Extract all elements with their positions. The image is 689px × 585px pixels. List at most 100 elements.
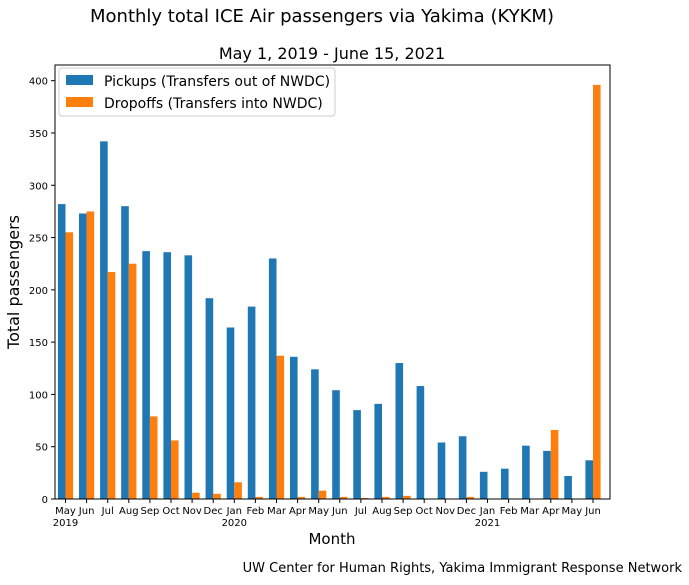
bar-dropoffs bbox=[403, 495, 411, 499]
bar-pickups bbox=[353, 410, 361, 499]
x-year-label: 2021 bbox=[475, 518, 500, 529]
bar-pickups bbox=[564, 475, 572, 499]
legend-label-dropoffs: Dropoffs (Transfers into NWDC) bbox=[104, 96, 323, 112]
x-tick-label: Jul bbox=[101, 506, 114, 517]
legend-swatch-pickups bbox=[66, 75, 93, 85]
bar-pickups bbox=[543, 450, 551, 499]
bar-pickups bbox=[205, 298, 214, 499]
bar-pickups bbox=[311, 369, 319, 499]
x-axis-ticks: May Jun Jul Aug Sep Oct Nov Dec Jan Feb Mar Apr May J… bbox=[53, 499, 601, 529]
bar-pickups bbox=[142, 251, 150, 499]
bar-dropoffs bbox=[213, 493, 221, 499]
y-tick-label: 400 bbox=[29, 77, 48, 88]
chart-suptitle: Monthly total ICE Air passengers via Yak… bbox=[90, 6, 554, 27]
y-tick-label: 100 bbox=[29, 390, 48, 401]
x-tick-label: Feb bbox=[500, 506, 518, 517]
bar-pickups bbox=[522, 445, 530, 499]
x-tick-label: Apr bbox=[289, 506, 307, 517]
bar-pickups bbox=[247, 306, 256, 499]
bar-dropoffs bbox=[593, 84, 601, 500]
bar-dropoffs bbox=[276, 355, 285, 499]
x-tick-label: Sep bbox=[140, 506, 159, 517]
legend-box bbox=[58, 67, 336, 117]
y-tick-label: 150 bbox=[29, 338, 48, 349]
bar-dropoffs bbox=[65, 232, 74, 499]
y-tick-label: 200 bbox=[29, 286, 48, 297]
bar-pickups bbox=[57, 204, 66, 499]
bar-pickups bbox=[416, 386, 425, 499]
bar-pickups bbox=[395, 363, 404, 499]
bar-dropoffs bbox=[234, 482, 242, 499]
x-tick-label: Apr bbox=[542, 506, 560, 517]
bar-pickups bbox=[121, 206, 129, 499]
bar-dropoffs bbox=[550, 429, 559, 499]
bar-dropoffs bbox=[171, 440, 179, 499]
bar-pickups bbox=[100, 141, 108, 499]
bar-pickups bbox=[79, 213, 87, 499]
legend: Pickups (Transfers out of NWDC) Dropoffs… bbox=[58, 67, 336, 117]
y-tick-label: 350 bbox=[29, 129, 48, 140]
y-tick-label: 50 bbox=[35, 443, 48, 454]
x-year-label: 2020 bbox=[222, 518, 247, 529]
bar-dropoffs bbox=[107, 272, 116, 499]
bar-pickups bbox=[268, 258, 277, 499]
x-axis-label: Month bbox=[308, 530, 355, 548]
x-tick-label: Jan bbox=[479, 506, 495, 517]
bar-pickups bbox=[290, 356, 298, 499]
source-footer: UW Center for Human Rights, Yakima Immig… bbox=[243, 561, 683, 576]
bar-pickups bbox=[501, 468, 509, 499]
x-tick-label: Jun bbox=[78, 506, 95, 517]
bar-dropoffs bbox=[466, 496, 474, 499]
legend-swatch-dropoffs bbox=[66, 97, 93, 107]
bar-dropoffs bbox=[318, 490, 327, 499]
plot-frame bbox=[54, 64, 611, 500]
bar-dropoffs bbox=[192, 492, 200, 499]
x-tick-label: Feb bbox=[247, 506, 265, 517]
x-tick-label: Nov bbox=[182, 506, 202, 517]
x-tick-label: Mar bbox=[267, 506, 287, 517]
bar-series-group bbox=[57, 84, 601, 500]
x-tick-label: Dec bbox=[204, 506, 223, 517]
x-tick-label: Dec bbox=[457, 506, 476, 517]
bar-dropoffs bbox=[360, 497, 369, 499]
bar-pickups bbox=[458, 436, 467, 499]
x-tick-label: Sep bbox=[394, 506, 413, 517]
bar-pickups bbox=[374, 403, 382, 499]
x-tick-label: Jun bbox=[584, 506, 601, 517]
x-tick-label: May bbox=[562, 506, 583, 517]
y-axis-ticks: 0 50 100 150 200 250 300 350 400 bbox=[29, 77, 55, 506]
x-tick-label: Jun bbox=[331, 506, 348, 517]
y-tick-label: 300 bbox=[29, 181, 48, 192]
x-tick-label: Oct bbox=[162, 506, 179, 517]
y-tick-label: 250 bbox=[29, 234, 48, 245]
x-tick-label: Jan bbox=[226, 506, 242, 517]
bar-dropoffs bbox=[128, 263, 137, 499]
x-tick-label: Mar bbox=[520, 506, 540, 517]
bar-pickups bbox=[437, 442, 446, 499]
bar-dropoffs bbox=[149, 416, 158, 499]
bar-dropoffs bbox=[255, 496, 263, 499]
y-axis-label: Total passengers bbox=[4, 215, 23, 350]
x-tick-label: Oct bbox=[416, 506, 433, 517]
bar-pickups bbox=[585, 460, 593, 499]
bar-pickups bbox=[479, 471, 488, 499]
bar-dropoffs bbox=[382, 496, 390, 499]
x-tick-label: Aug bbox=[372, 506, 392, 517]
x-tick-label: Aug bbox=[119, 506, 139, 517]
bar-pickups bbox=[184, 255, 193, 499]
x-tick-label: Jul bbox=[354, 506, 367, 517]
bar-dropoffs bbox=[86, 211, 95, 499]
legend-label-pickups: Pickups (Transfers out of NWDC) bbox=[104, 74, 330, 90]
x-tick-label: Nov bbox=[436, 506, 456, 517]
y-tick-label: 0 bbox=[42, 495, 48, 506]
x-year-label: 2019 bbox=[53, 518, 78, 529]
x-tick-label: May bbox=[55, 506, 76, 517]
x-tick-label: May bbox=[308, 506, 329, 517]
bar-dropoffs bbox=[297, 496, 306, 499]
bar-dropoffs bbox=[339, 496, 348, 499]
chart-title: May 1, 2019 - June 15, 2021 bbox=[219, 44, 445, 63]
bar-pickups bbox=[332, 390, 340, 499]
bar-pickups bbox=[226, 327, 235, 499]
